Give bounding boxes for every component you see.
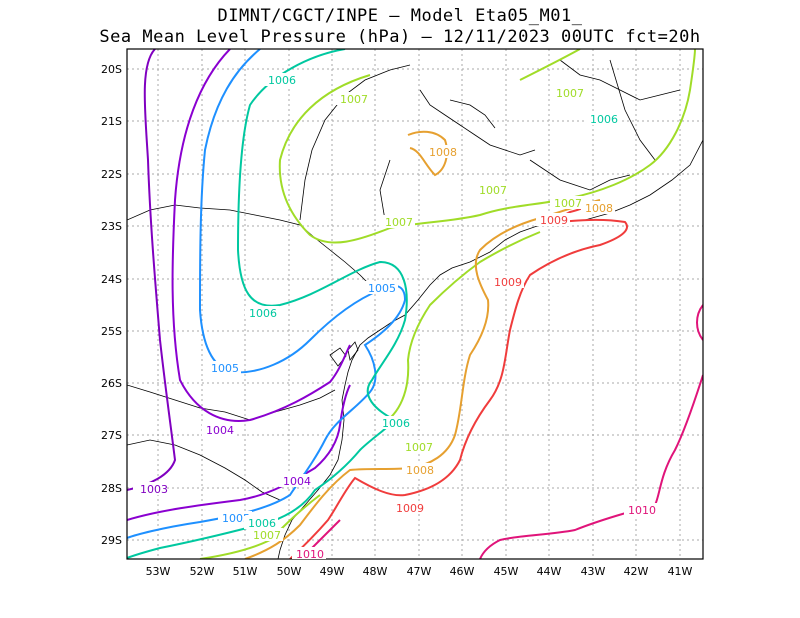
label-1007-a: 1007: [340, 93, 368, 106]
label-1007-c: 1007: [479, 184, 507, 197]
isobar-1009: [289, 201, 628, 559]
label-1007-f: 1007: [405, 441, 433, 454]
label-1005-a: 1005: [211, 362, 239, 375]
lon-45w: 45W: [494, 565, 519, 578]
label-1007-e: 1007: [554, 197, 582, 210]
label-1006-c: 1006: [382, 417, 410, 430]
label-1007-b: 1007: [385, 216, 413, 229]
lat-21s: 21S: [101, 115, 122, 128]
label-1006-a: 1006: [268, 74, 296, 87]
lon-50w: 50W: [277, 565, 302, 578]
lon-axis: 53W 52W 51W 50W 49W 48W 47W 46W 45W 44W …: [146, 565, 693, 578]
lat-20s: 20S: [101, 63, 122, 76]
lon-48w: 48W: [363, 565, 388, 578]
map-title-line1: DIMNT/CGCT/INPE – Model Eta05_M01_: [217, 6, 583, 26]
label-1010-a: 1010: [628, 504, 656, 517]
label-1008-a: 1008: [429, 146, 457, 159]
label-1010-b: 1010: [296, 548, 324, 561]
lat-23s: 23S: [101, 220, 122, 233]
lon-49w: 49W: [320, 565, 345, 578]
lat-24s: 24S: [101, 273, 122, 286]
label-1007-g: 1007: [253, 529, 281, 542]
isobar-1007: [199, 49, 696, 559]
label-1004-b: 1004: [283, 475, 311, 488]
lat-25s: 25S: [101, 325, 122, 338]
isobar-1008: [244, 130, 601, 559]
lon-52w: 52W: [190, 565, 215, 578]
lon-44w: 44W: [537, 565, 562, 578]
label-1008-b: 1008: [585, 202, 613, 215]
lon-53w: 53W: [146, 565, 171, 578]
lon-47w: 47W: [407, 565, 432, 578]
label-1005-b: 1005: [368, 282, 396, 295]
isobar-1005: [127, 49, 407, 539]
label-1009-c: 1009: [396, 502, 424, 515]
lon-41w: 41W: [668, 565, 693, 578]
lat-axis: 20S 21S 22S 23S 24S 25S 26S 27S 28S 29S: [101, 63, 122, 547]
coastline: [127, 59, 703, 559]
lon-43w: 43W: [581, 565, 606, 578]
lat-29s: 29S: [101, 534, 122, 547]
label-1006-b: 1006: [249, 307, 277, 320]
lon-51w: 51W: [233, 565, 258, 578]
contour-labels: 1003 1004 1004 1005 1005 1005 1006 1006 …: [133, 73, 658, 561]
lat-22s: 22S: [101, 168, 122, 181]
isobar-1010: [297, 304, 703, 559]
label-1003: 1003: [140, 483, 168, 496]
isobar-1006: [127, 49, 408, 559]
lon-42w: 42W: [624, 565, 649, 578]
map-title-line2: Sea Mean Level Pressure (hPa) – 12/11/20…: [99, 27, 701, 47]
label-1007-d: 1007: [556, 87, 584, 100]
label-1004-a: 1004: [206, 424, 234, 437]
isobar-1004: [127, 49, 351, 521]
label-1006-e: 1006: [590, 113, 618, 126]
lon-46w: 46W: [450, 565, 475, 578]
lat-26s: 26S: [101, 377, 122, 390]
label-1006-d: 1006: [248, 517, 276, 530]
isobar-1003: [127, 49, 177, 491]
lat-28s: 28S: [101, 482, 122, 495]
label-1008-c: 1008: [406, 464, 434, 477]
label-1009-a: 1009: [540, 214, 568, 227]
lat-27s: 27S: [101, 429, 122, 442]
label-1009-b: 1009: [494, 276, 522, 289]
label-1005-c: 1005: [222, 512, 250, 525]
